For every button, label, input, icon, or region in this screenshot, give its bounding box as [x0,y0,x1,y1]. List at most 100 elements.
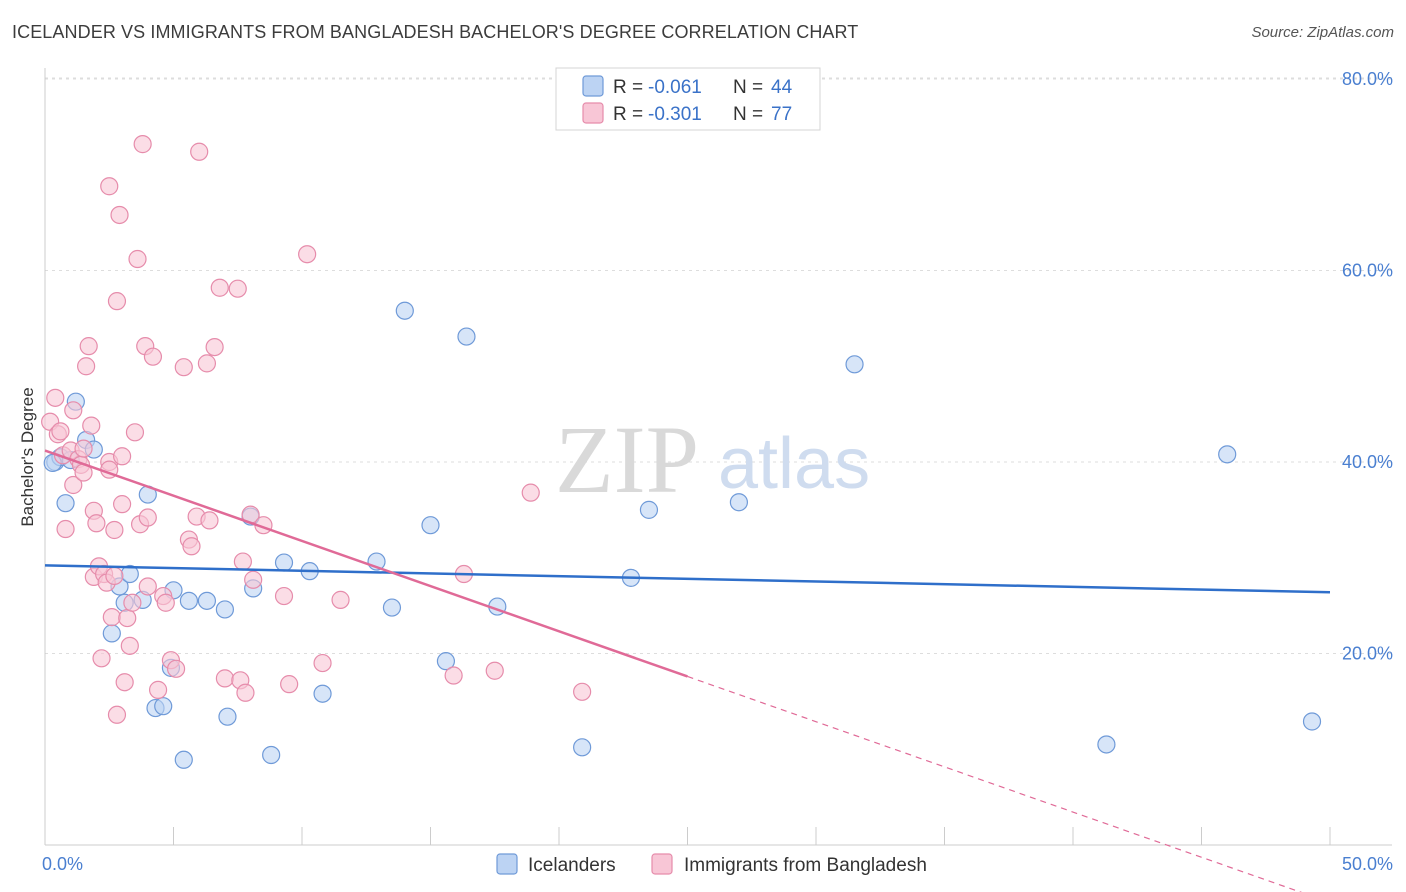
bangladesh-point-32 [112,495,132,514]
bangladesh-point-51 [174,358,193,377]
bangladesh-point-61 [228,279,247,298]
bangladesh-point-39 [128,249,147,269]
bangladesh-point-76 [521,483,540,502]
bangladesh-point-71 [313,653,332,673]
legend-r-label-bangladesh: R = [613,104,643,125]
bangladesh-point-72 [331,590,350,609]
x-tick-label-max: 50.0% [1342,854,1393,874]
bangladesh-point-15 [82,416,101,435]
icelanders-point-17 [197,591,217,610]
x-tick-label-min: 0.0% [42,854,83,874]
bangladesh-point-31 [110,205,129,225]
bangladesh-point-35 [118,608,137,628]
series-icelanders-points [43,301,1322,769]
series-legend-label-bangladesh: Immigrants from Bangladesh [684,855,927,876]
y-axis-label: Bachelor's Degree [18,387,37,526]
bangladesh-point-36 [120,636,139,655]
bangladesh-point-29 [107,292,127,311]
bangladesh-point-69 [280,675,299,694]
y-tick-label: 40.0% [1342,452,1393,472]
bangladesh-point-64 [236,683,255,702]
icelanders-point-29 [395,301,414,320]
bangladesh-point-66 [244,570,263,589]
bangladesh-point-55 [190,142,209,161]
bangladesh-point-14 [79,337,98,356]
watermark-atlas: atlas [718,424,870,504]
bangladesh-point-27 [105,566,124,586]
icelanders-point-19 [215,600,234,619]
legend-r-label-icelanders: R = [613,77,643,98]
bangladesh-point-5 [56,519,75,539]
trend-line-icelanders [44,564,1331,594]
bangladesh-point-34 [115,673,134,692]
watermark: ZIP atlas [555,406,870,513]
icelanders-point-34 [573,738,592,757]
icelanders-point-6 [102,624,121,643]
icelanders-point-16 [154,697,173,716]
bangladesh-point-18 [87,514,106,533]
bangladesh-point-63 [233,552,252,571]
icelanders-point-37 [729,493,749,512]
icelanders-point-2 [56,494,75,513]
bangladesh-point-13 [77,357,96,376]
trend-line-bangladesh [44,449,688,678]
series-legend-label-icelanders: Icelanders [528,855,616,876]
source-label: Source: ZipAtlas.com [1251,24,1394,41]
bangladesh-point-43 [138,577,157,596]
trend-lines [44,449,1331,892]
y-tick-label: 20.0% [1342,644,1393,664]
icelanders-point-24 [274,553,294,572]
legend-r-value-icelanders: -0.061 [648,77,702,98]
legend-swatch-icelanders [582,75,604,97]
icelanders-point-20 [218,707,237,726]
legend-r-value-bangladesh: -0.301 [648,104,702,125]
series-legend: Icelanders Immigrants from Bangladesh [496,853,927,876]
y-tick-label: 60.0% [1342,261,1393,281]
bangladesh-point-3 [51,422,70,441]
bangladesh-point-28 [105,520,124,540]
watermark-zip: ZIP [555,406,699,513]
bangladesh-point-25 [100,177,119,196]
bangladesh-point-75 [485,661,504,680]
bangladesh-point-7 [64,475,83,495]
icelanders-point-39 [1097,735,1116,754]
legend-n-label-bangladesh: N = [733,104,763,125]
bangladesh-point-77 [573,682,592,701]
icelanders-point-41 [1302,712,1322,731]
chart-title: ICELANDER VS IMMIGRANTS FROM BANGLADESH … [12,22,859,42]
bangladesh-point-50 [166,659,186,678]
bangladesh-point-33 [112,447,132,466]
series-legend-swatch-bangladesh [651,853,673,875]
bangladesh-point-73 [444,666,463,685]
series-legend-swatch-icelanders [496,853,518,875]
series-bangladesh-points [41,135,592,724]
icelanders-point-18 [174,750,193,769]
legend-n-value-icelanders: 44 [771,77,793,98]
icelanders-point-36 [639,500,659,519]
bangladesh-point-8 [64,401,83,420]
bangladesh-point-70 [298,245,317,264]
bangladesh-point-68 [274,586,294,606]
legend-n-value-bangladesh: 77 [771,104,792,125]
icelanders-point-23 [262,745,281,765]
bangladesh-point-60 [215,669,234,688]
bangladesh-point-12 [74,439,93,458]
bangladesh-point-56 [197,354,217,373]
y-tick-label: 80.0% [1342,69,1393,89]
icelanders-point-31 [436,652,456,671]
bangladesh-point-53 [182,537,201,556]
trend-line-extension-bangladesh [687,675,1303,892]
icelanders-point-32 [457,327,476,346]
bangladesh-point-58 [205,338,224,357]
bangladesh-point-37 [123,593,142,612]
icelanders-point-28 [382,598,402,617]
legend-n-label-icelanders: N = [733,77,763,98]
axis-ticks: 20.0% 40.0% 60.0% 80.0% 0.0% 50.0% [42,69,1393,874]
bangladesh-point-45 [143,347,163,366]
bangladesh-point-48 [156,593,175,612]
bangladesh-point-30 [107,705,127,724]
icelanders-point-40 [1218,445,1237,464]
bangladesh-point-26 [102,608,121,627]
bangladesh-point-38 [125,423,145,442]
